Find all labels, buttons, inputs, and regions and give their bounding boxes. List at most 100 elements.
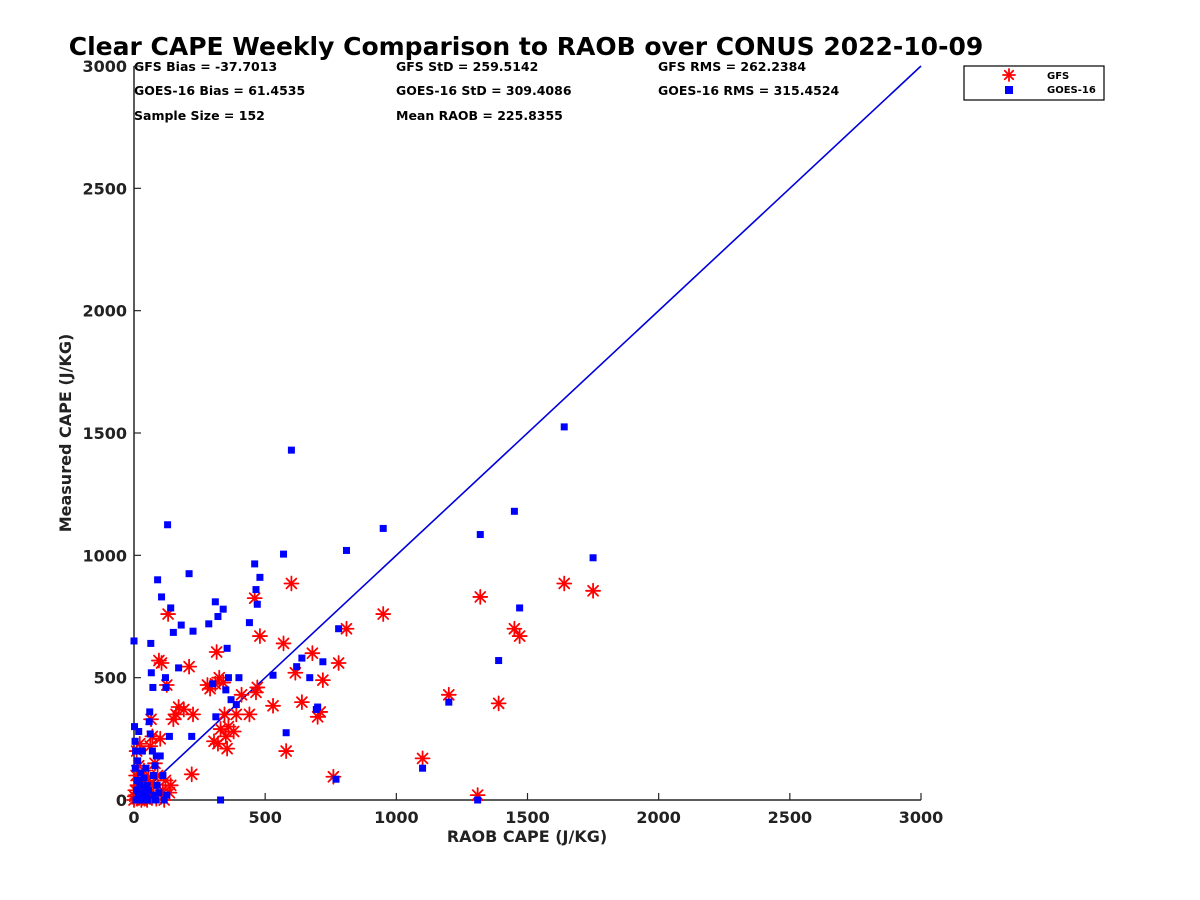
legend: GFS GOES-16 xyxy=(963,65,1105,101)
goes-point xyxy=(144,786,152,794)
gfs-point xyxy=(511,628,528,644)
y-axis-label: Measured CAPE (J/KG) xyxy=(56,334,75,533)
gfs-point xyxy=(293,694,310,711)
goes-point xyxy=(134,791,142,799)
goes-point xyxy=(217,796,225,804)
goes-point xyxy=(222,686,230,694)
goes-point xyxy=(163,791,171,799)
goes-point xyxy=(256,573,264,581)
gfs-bias-stat: GFS Bias = -37.7013 xyxy=(134,59,277,74)
goes-point xyxy=(140,774,148,782)
goes-point xyxy=(145,718,153,726)
goes-point xyxy=(298,654,306,662)
goes-point xyxy=(147,639,155,647)
goes-point xyxy=(252,586,260,594)
goes-point xyxy=(136,781,144,789)
goes-point xyxy=(131,764,139,772)
goes-point xyxy=(245,619,253,627)
x-tick-label: 0 xyxy=(128,808,139,827)
legend-gfs-label: GFS xyxy=(1047,71,1069,82)
goes-point xyxy=(332,775,340,783)
goes-point xyxy=(476,531,484,539)
goes-point xyxy=(177,621,185,629)
goes-point xyxy=(138,747,146,755)
goes-rms-stat: GOES-16 RMS = 315.4524 xyxy=(658,83,840,98)
goes-point xyxy=(152,796,160,804)
gfs-point xyxy=(278,743,295,759)
goes-point xyxy=(144,796,152,804)
goes-series xyxy=(130,423,597,804)
gfs-point xyxy=(152,730,169,747)
goes-point xyxy=(160,796,168,804)
goes-point xyxy=(560,423,568,431)
goes-point xyxy=(152,752,160,760)
gfs-point xyxy=(375,606,392,622)
goes-point xyxy=(146,708,154,716)
gfs-point xyxy=(338,620,355,637)
y-tick-label: 0 xyxy=(116,791,127,810)
goes-point xyxy=(161,674,169,682)
legend-box xyxy=(963,65,1105,101)
goes-point xyxy=(132,747,140,755)
goes-point xyxy=(205,620,213,628)
x-tick-label: 1500 xyxy=(505,808,550,827)
goes-point xyxy=(156,752,164,760)
y-tick-label: 2500 xyxy=(82,179,127,198)
gfs-point xyxy=(556,575,573,592)
goes-point xyxy=(319,658,327,666)
gfs-point xyxy=(252,628,268,644)
gfs-point xyxy=(283,575,300,592)
gfs-point xyxy=(472,589,489,605)
goes-point xyxy=(146,730,154,738)
x-tick-label: 2000 xyxy=(636,808,681,827)
gfs-point xyxy=(181,658,197,675)
chart-title: Clear CAPE Weekly Comparison to RAOB ove… xyxy=(69,32,984,61)
gfs-series xyxy=(126,575,601,808)
gfs-point xyxy=(275,635,292,652)
x-tick-label: 500 xyxy=(248,808,281,827)
statistics-block: GFS Bias = -37.7013 GFS StD = 259.5142 G… xyxy=(134,59,840,123)
goes-point xyxy=(314,703,322,711)
goes-point xyxy=(214,613,222,620)
goes-point xyxy=(142,764,150,772)
y-tick-label: 3000 xyxy=(82,57,127,76)
goes-point xyxy=(155,789,163,797)
gfs-point xyxy=(241,706,258,723)
goes-bias-stat: GOES-16 Bias = 61.4535 xyxy=(134,83,305,98)
goes-point xyxy=(149,772,157,780)
gfs-point xyxy=(314,672,331,689)
goes-point xyxy=(282,729,290,737)
gfs-point xyxy=(185,706,201,723)
goes-point xyxy=(335,625,343,633)
one-to-one-line xyxy=(133,65,922,801)
goes-point xyxy=(148,747,156,755)
y-tick-label: 1500 xyxy=(82,424,127,443)
goes-std-stat: GOES-16 StD = 309.4086 xyxy=(396,83,572,98)
goes-point xyxy=(293,663,301,671)
goes-point xyxy=(445,698,453,706)
x-tick-label: 3000 xyxy=(899,808,944,827)
x-ticks: 0 500 1000 1500 2000 2500 3000 xyxy=(128,793,943,827)
goes-point xyxy=(223,644,231,652)
goes-point xyxy=(165,732,173,740)
goes-point xyxy=(131,737,139,745)
goes-point xyxy=(134,757,142,765)
goes-point xyxy=(135,727,143,735)
legend-gfs-marker xyxy=(1002,68,1016,82)
goes-point xyxy=(147,669,155,677)
gfs-rms-stat: GFS RMS = 262.2384 xyxy=(658,59,806,74)
gfs-point xyxy=(330,655,347,671)
y-ticks: 0 500 1000 1500 2000 2500 3000 xyxy=(82,57,141,810)
y-tick-label: 2000 xyxy=(82,302,127,321)
gfs-point xyxy=(233,686,250,703)
goes-point xyxy=(143,781,151,789)
x-axis-label: RAOB CAPE (J/KG) xyxy=(447,827,607,846)
x-tick-label: 2500 xyxy=(768,808,813,827)
gfs-point xyxy=(162,777,179,794)
gfs-point xyxy=(309,708,326,725)
goes-point xyxy=(495,657,503,665)
gfs-point xyxy=(414,750,431,767)
goes-point xyxy=(235,674,243,682)
goes-point xyxy=(379,524,387,532)
